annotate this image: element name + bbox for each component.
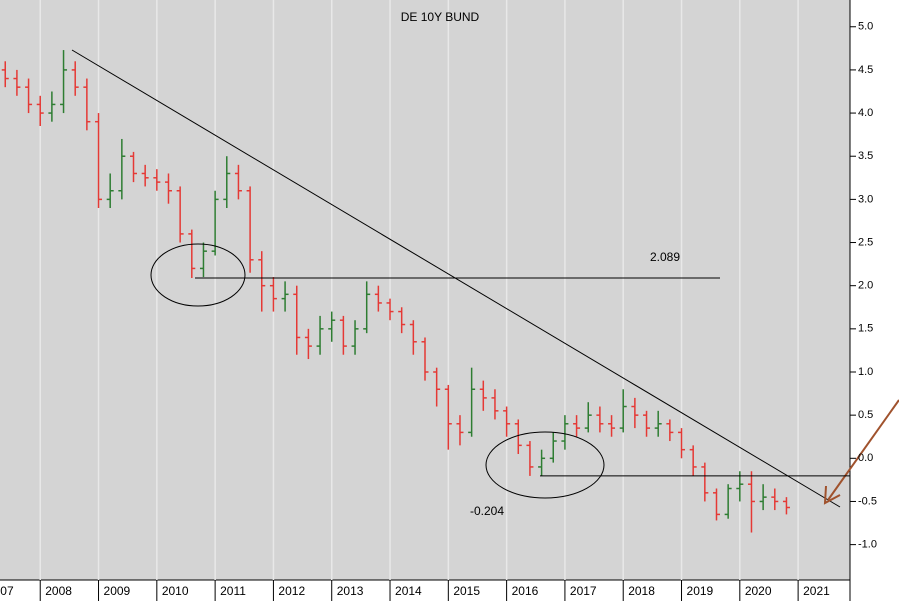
level-label: -0.204 <box>470 504 504 518</box>
y-tick-label: 4.5 <box>858 64 873 76</box>
chart-title: DE 10Y BUND <box>401 10 480 24</box>
y-tick-label: 4.0 <box>858 107 873 119</box>
x-axis-strip <box>0 580 850 601</box>
y-tick-label: 2.0 <box>858 280 873 292</box>
x-tick-label: 2015 <box>453 584 480 598</box>
arrow-head <box>823 485 841 505</box>
x-tick-label: 2012 <box>278 584 305 598</box>
y-tick-label: 2.5 <box>858 236 873 248</box>
y-tick-label: 0.0 <box>858 452 873 464</box>
y-axis-strip <box>850 0 899 601</box>
x-tick-label: 2008 <box>45 584 72 598</box>
x-tick-label: 2011 <box>220 584 246 598</box>
y-tick-label: 1.5 <box>858 323 873 335</box>
x-tick-label: 2017 <box>570 584 597 598</box>
highlight-ellipse <box>485 431 605 499</box>
x-tick-label: 2020 <box>745 584 772 598</box>
x-tick-label: 2016 <box>512 584 539 598</box>
x-tick-label: 2009 <box>104 584 131 598</box>
highlight-ellipse <box>150 243 246 307</box>
x-tick-label: 2013 <box>337 584 364 598</box>
x-tick-label: 2007 <box>0 584 14 598</box>
plot-area <box>0 0 850 580</box>
x-tick-label: 2021 <box>803 584 830 598</box>
arrow <box>827 399 899 501</box>
x-tick-label: 2010 <box>162 584 189 598</box>
y-tick-label: -0.5 <box>858 495 877 507</box>
y-tick-label: -1.0 <box>858 539 877 551</box>
y-tick-label: 5.0 <box>858 21 873 33</box>
y-tick-label: 3.5 <box>858 150 873 162</box>
x-tick-label: 2018 <box>628 584 655 598</box>
y-tick-label: 3.0 <box>858 193 873 205</box>
y-tick-label: 0.5 <box>858 409 873 421</box>
x-tick-label: 2019 <box>687 584 714 598</box>
level-label: 2.089 <box>650 250 680 264</box>
y-tick-label: 1.0 <box>858 366 873 378</box>
x-tick-label: 2014 <box>395 584 422 598</box>
